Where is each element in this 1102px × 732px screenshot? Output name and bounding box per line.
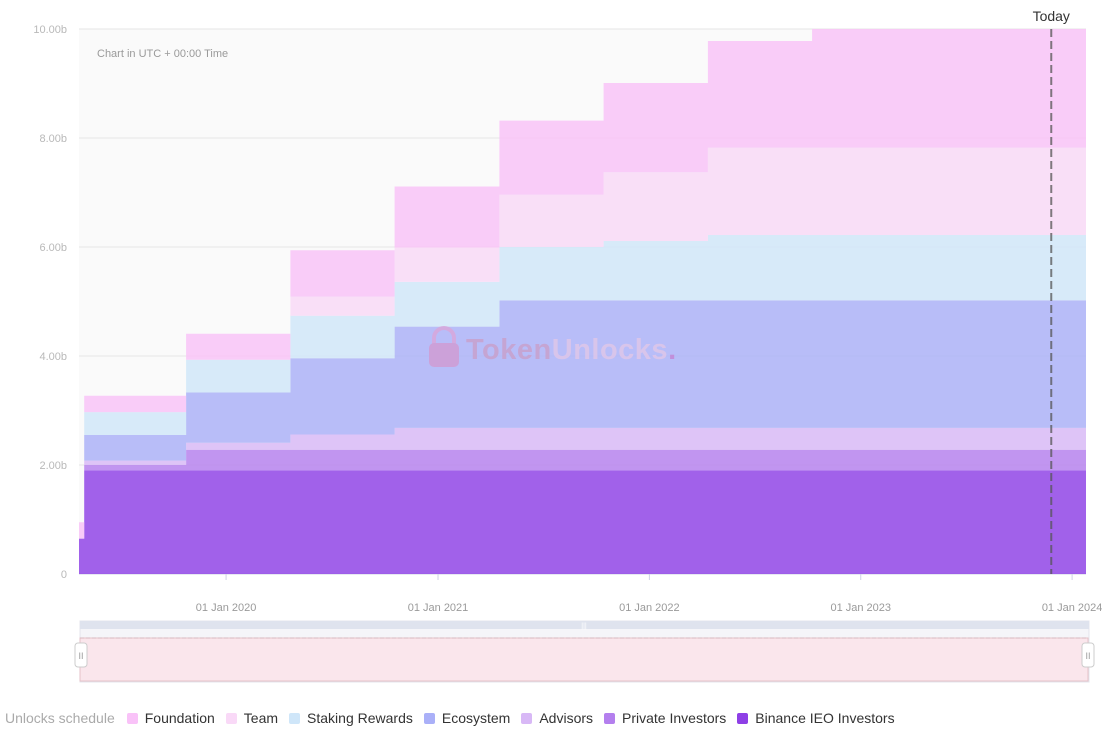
area-advisors[interactable]	[79, 427, 1086, 539]
svg-text:TokenUnlocks.: TokenUnlocks.	[466, 334, 677, 366]
navigator-selected-range[interactable]	[79, 637, 1089, 682]
navigator-right-handle-grip: II	[1085, 651, 1090, 661]
legend-label: Foundation	[144, 710, 215, 726]
y-tick-label: 8.00b	[39, 133, 67, 145]
navigator-scroll-grip[interactable]: |||	[581, 623, 587, 630]
navigator-left-handle[interactable]	[74, 642, 88, 668]
navigator-scrollbar[interactable]	[80, 621, 1089, 629]
navigator-left-handle-grip: II	[78, 651, 83, 661]
legend-swatch	[126, 712, 138, 724]
legend-swatch	[604, 712, 616, 724]
x-tick-label: 01 Jan 2023	[830, 602, 891, 614]
legend-item-foundation[interactable]: Foundation	[126, 710, 215, 726]
legend-item-staking-rewards[interactable]: Staking Rewards	[289, 710, 413, 726]
legend-item-ecosystem[interactable]: Ecosystem	[423, 710, 511, 726]
x-tick-label: 01 Jan 2021	[408, 602, 469, 614]
legend-item-binance-ieo-investors[interactable]: Binance IEO Investors	[737, 710, 895, 726]
series-areas	[79, 29, 1086, 574]
watermark-logo: TokenUnlocks.	[429, 326, 677, 367]
y-tick-label: 6.00b	[39, 242, 67, 254]
legend-item-team[interactable]: Team	[225, 710, 279, 726]
x-tick-label: 01 Jan 2020	[196, 602, 257, 614]
legend-item-advisors[interactable]: Advisors	[521, 710, 593, 726]
today-label: Today	[1033, 8, 1070, 24]
legend-label: Staking Rewards	[307, 710, 413, 726]
legend-label: Advisors	[539, 710, 594, 726]
area-private-investors[interactable]	[79, 449, 1086, 539]
legend-label: Ecosystem	[441, 710, 511, 726]
navigator-right-handle[interactable]	[1081, 642, 1095, 668]
lock-body-icon	[429, 343, 459, 367]
x-tick-label: 01 Jan 2022	[619, 602, 680, 614]
lock-icon	[432, 326, 456, 346]
watermark-dot: .	[668, 334, 677, 366]
y-tick-label: 10.00b	[33, 24, 67, 36]
legend-swatch	[225, 712, 237, 724]
area-ecosystem[interactable]	[79, 300, 1086, 539]
legend: Unlocks schedule Foundation Team Staking…	[5, 709, 906, 727]
y-tick-label: 2.00b	[39, 460, 67, 472]
legend-label: Team	[243, 710, 279, 726]
legend-swatch	[289, 712, 301, 724]
area-binance-ieo-investors[interactable]	[79, 470, 1086, 574]
area-foundation[interactable]	[79, 29, 1086, 539]
legend-title: Unlocks schedule	[5, 710, 115, 726]
legend-label: Binance IEO Investors	[755, 710, 895, 726]
legend-swatch	[521, 712, 533, 724]
legend-item-private-investors[interactable]: Private Investors	[604, 710, 726, 726]
x-axis: 01 Jan 2020 01 Jan 2021 01 Jan 2022 01 Jan …	[196, 574, 1102, 614]
watermark-unlocks: Unlocks	[552, 334, 668, 366]
area-staking-rewards[interactable]	[79, 235, 1086, 539]
y-tick-label: 4.00b	[39, 351, 67, 363]
area-team[interactable]	[79, 147, 1086, 539]
legend-swatch	[423, 712, 435, 724]
range-navigator[interactable]: ||| II II	[74, 620, 1095, 683]
legend-label: Private Investors	[622, 710, 727, 726]
legend-swatch	[737, 712, 749, 724]
y-tick-label: 0	[61, 569, 67, 581]
y-axis-labels: 0 2.00b 4.00b 6.00b 8.00b 10.00b	[33, 24, 67, 581]
timezone-note: Chart in UTC + 00:00 Time	[97, 48, 228, 60]
watermark-token: Token	[466, 334, 552, 366]
x-tick-label: 01 Jan 2024	[1042, 602, 1102, 614]
